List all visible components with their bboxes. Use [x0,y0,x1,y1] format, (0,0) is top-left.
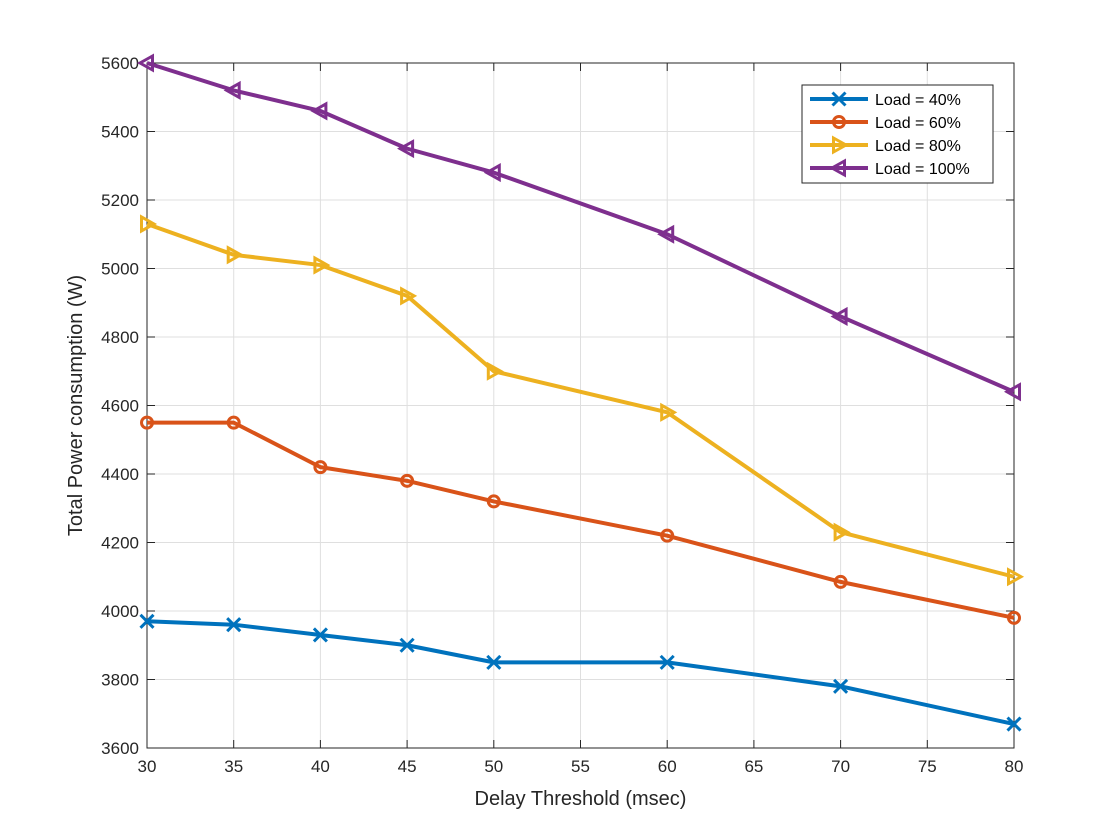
legend-label: Load = 60% [875,115,961,132]
data-point [223,80,241,100]
series [139,613,1022,732]
y-tick-label: 4800 [101,328,139,347]
legend-item: Load = 40% [810,91,961,109]
y-tick-label: 3600 [101,739,139,758]
legend-item: Load = 100% [810,158,970,178]
y-tick-label: 3800 [101,671,139,690]
legend-label: Load = 100% [875,161,970,178]
series-line [146,619,1015,726]
data-point [136,53,154,73]
x-tick-label: 75 [918,757,937,776]
x-tick-label: 35 [224,757,243,776]
data-point [657,224,675,244]
data-point [833,574,848,589]
data-point [833,522,851,542]
data-point [1007,610,1021,625]
y-tick-label: 5000 [101,260,139,279]
legend-label: Load = 80% [875,138,961,155]
legend-label: Load = 40% [875,92,961,109]
data-point [400,473,415,488]
data-point [226,617,242,633]
y-tick-label: 5400 [101,123,139,142]
series-line [147,420,1015,620]
data-point [139,613,155,629]
y-tick-label: 4200 [101,534,139,553]
data-point [660,528,675,543]
y-tick-label: 4600 [101,397,139,416]
x-tick-label: 70 [831,757,850,776]
data-point [397,139,415,159]
data-point [1006,716,1022,732]
legend: Load = 40% Load = 60% Load = 80% Load = 100… [801,84,994,184]
legend-item: Load = 80% [810,135,961,155]
x-axis-label: Delay Threshold (msec) [475,788,687,810]
data-point [1003,382,1021,402]
data-point [399,637,415,653]
x-tick-label: 45 [398,757,417,776]
y-axis-label: Total Power consumption (W) [65,275,87,536]
data-point [226,245,244,265]
data-point [313,255,331,275]
y-tick-label: 4400 [101,465,139,484]
data-point [486,654,502,670]
data-point [832,115,846,129]
series-group [136,53,1025,732]
data-point [831,91,847,107]
data-point [313,460,328,475]
data-point [486,494,501,509]
x-tick-label: 30 [138,757,157,776]
y-tick-label: 4000 [101,602,139,621]
x-tick-label: 40 [311,757,330,776]
data-point [832,135,850,155]
data-point [400,286,418,306]
series [140,415,1021,625]
series-line [146,61,1015,394]
y-tick-label: 5600 [101,54,139,73]
data-point [483,163,501,183]
legend-item: Load = 60% [810,115,961,132]
data-point [660,402,678,422]
y-tick-label: 5200 [101,191,139,210]
data-point [226,415,241,430]
data-point [1007,567,1025,587]
data-point [828,158,846,178]
x-tick-label: 65 [744,757,763,776]
data-point [140,214,158,234]
series-line [146,222,1015,579]
data-point [833,678,849,694]
data-point [140,415,154,430]
x-tick-label: 55 [571,757,590,776]
series [140,214,1025,587]
data-point [312,627,328,643]
x-tick-label: 60 [658,757,677,776]
data-point [486,361,504,381]
data-point [830,306,848,327]
x-tick-label: 80 [1005,757,1024,776]
ticks: 30 35 40 45 50 55 60 65 70 75 80 3600 3800 4000 4200 44… [101,54,1023,776]
x-tick-label: 50 [484,757,503,776]
data-point [659,654,675,670]
series [136,53,1021,402]
data-point [310,101,328,121]
